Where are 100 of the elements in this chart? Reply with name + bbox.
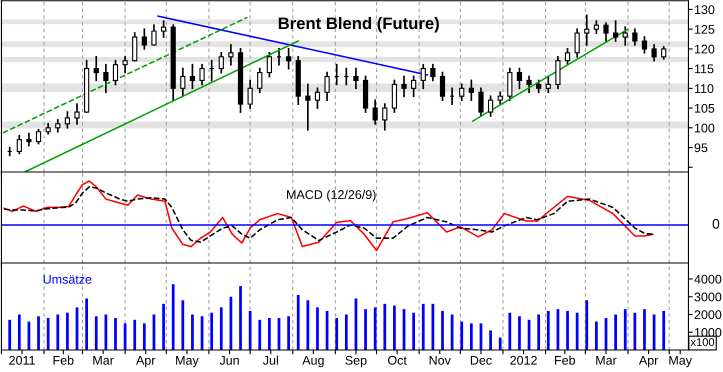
ref-line-label: 0: [712, 218, 720, 229]
candlestick: [16, 134, 22, 154]
bar: [18, 314, 21, 350]
candlestick: [103, 64, 108, 94]
bar: [364, 309, 367, 350]
candlestick: [594, 20, 600, 34]
x-tick-label: Jul: [262, 356, 278, 365]
bar: [37, 316, 40, 350]
bar: [306, 300, 310, 350]
bar: [239, 286, 242, 350]
text: Umsätze: [44, 275, 92, 284]
candlestick: [401, 76, 407, 98]
candlestick: [314, 88, 320, 109]
x-tick-label: Mar: [596, 356, 617, 365]
bar: [316, 307, 319, 350]
bar: [566, 310, 569, 350]
candlestick: [74, 103, 80, 125]
candlestick: [440, 72, 446, 102]
candlestick: [430, 64, 436, 82]
x-tick-label: Nov: [430, 356, 451, 365]
candlestick: [46, 123, 51, 135]
bar: [518, 316, 521, 350]
candlestick: [257, 68, 262, 94]
bar: [422, 304, 425, 350]
bar: [220, 307, 223, 350]
bar: [556, 309, 560, 350]
bar: [191, 314, 194, 350]
bar: [172, 284, 175, 350]
bar: [76, 307, 78, 350]
candlestick: [651, 44, 657, 62]
bar: [489, 330, 492, 350]
bar: [633, 312, 636, 350]
bar: [383, 304, 386, 350]
y-tick-label: 2000: [694, 310, 722, 320]
bar: [230, 296, 232, 350]
candlestick: [122, 56, 128, 74]
bar: [278, 318, 280, 350]
x-tick-label: May: [176, 356, 199, 368]
y-tick-label: 125: [694, 24, 714, 34]
candlestick: [420, 64, 426, 90]
candlestick: [218, 52, 224, 74]
candlestick: [305, 84, 310, 131]
candlestick: [55, 119, 60, 133]
candlestick: [613, 20, 618, 42]
x-tick-label: Jun: [220, 356, 239, 365]
x-tick-label: Feb: [54, 356, 74, 365]
bar: [402, 309, 406, 350]
bar: [460, 322, 464, 350]
candlestick: [199, 64, 205, 86]
bar: [585, 300, 588, 350]
candlestick: [26, 132, 32, 146]
bar: [28, 322, 30, 350]
bar: [152, 314, 156, 350]
bar: [296, 294, 300, 350]
bar: [326, 310, 328, 350]
candlestick: [112, 60, 118, 86]
bar: [181, 300, 184, 350]
bar: [248, 310, 252, 350]
candlestick: [190, 64, 196, 90]
candlestick: [574, 28, 580, 58]
candlestick: [324, 72, 330, 102]
candlestick: [64, 111, 70, 129]
y-tick-label: 95: [694, 143, 708, 152]
candlestick: [603, 22, 609, 42]
bar: [200, 316, 204, 350]
candlestick: [228, 44, 234, 66]
candlestick: [468, 80, 474, 102]
candlestick: [507, 68, 512, 102]
bar: [604, 318, 608, 350]
candlestick: [526, 76, 532, 94]
x-tick-label: Dec: [470, 356, 492, 365]
bar: [546, 310, 550, 350]
bar: [537, 314, 540, 350]
bar: [162, 304, 165, 350]
candlestick: [555, 56, 561, 90]
bar: [210, 312, 214, 350]
candlestick: [536, 80, 542, 94]
candlestick: [488, 95, 494, 117]
bar: [393, 306, 396, 350]
candlestick: [132, 32, 138, 62]
bar: [595, 322, 598, 350]
bar: [432, 304, 434, 350]
bar: [268, 318, 271, 350]
y-tick-label: 3000: [694, 292, 722, 302]
bar: [287, 316, 290, 350]
bar: [46, 318, 50, 350]
bar: [576, 312, 579, 350]
bar: [85, 298, 88, 350]
text: Brent Blend (Future): [278, 16, 439, 32]
y-tick-label: 105: [694, 104, 714, 113]
candlestick: [546, 76, 551, 94]
x-tick-label: Mar: [93, 356, 114, 365]
x-tick-label: 2012: [510, 356, 537, 365]
candlestick: [642, 36, 648, 54]
x-tick-label: May: [669, 356, 692, 368]
x-tick-label: 2011: [9, 356, 35, 365]
bar: [344, 314, 348, 350]
bar: [624, 309, 627, 350]
bar: [662, 310, 666, 350]
x-tick-label: Sep: [345, 356, 367, 368]
